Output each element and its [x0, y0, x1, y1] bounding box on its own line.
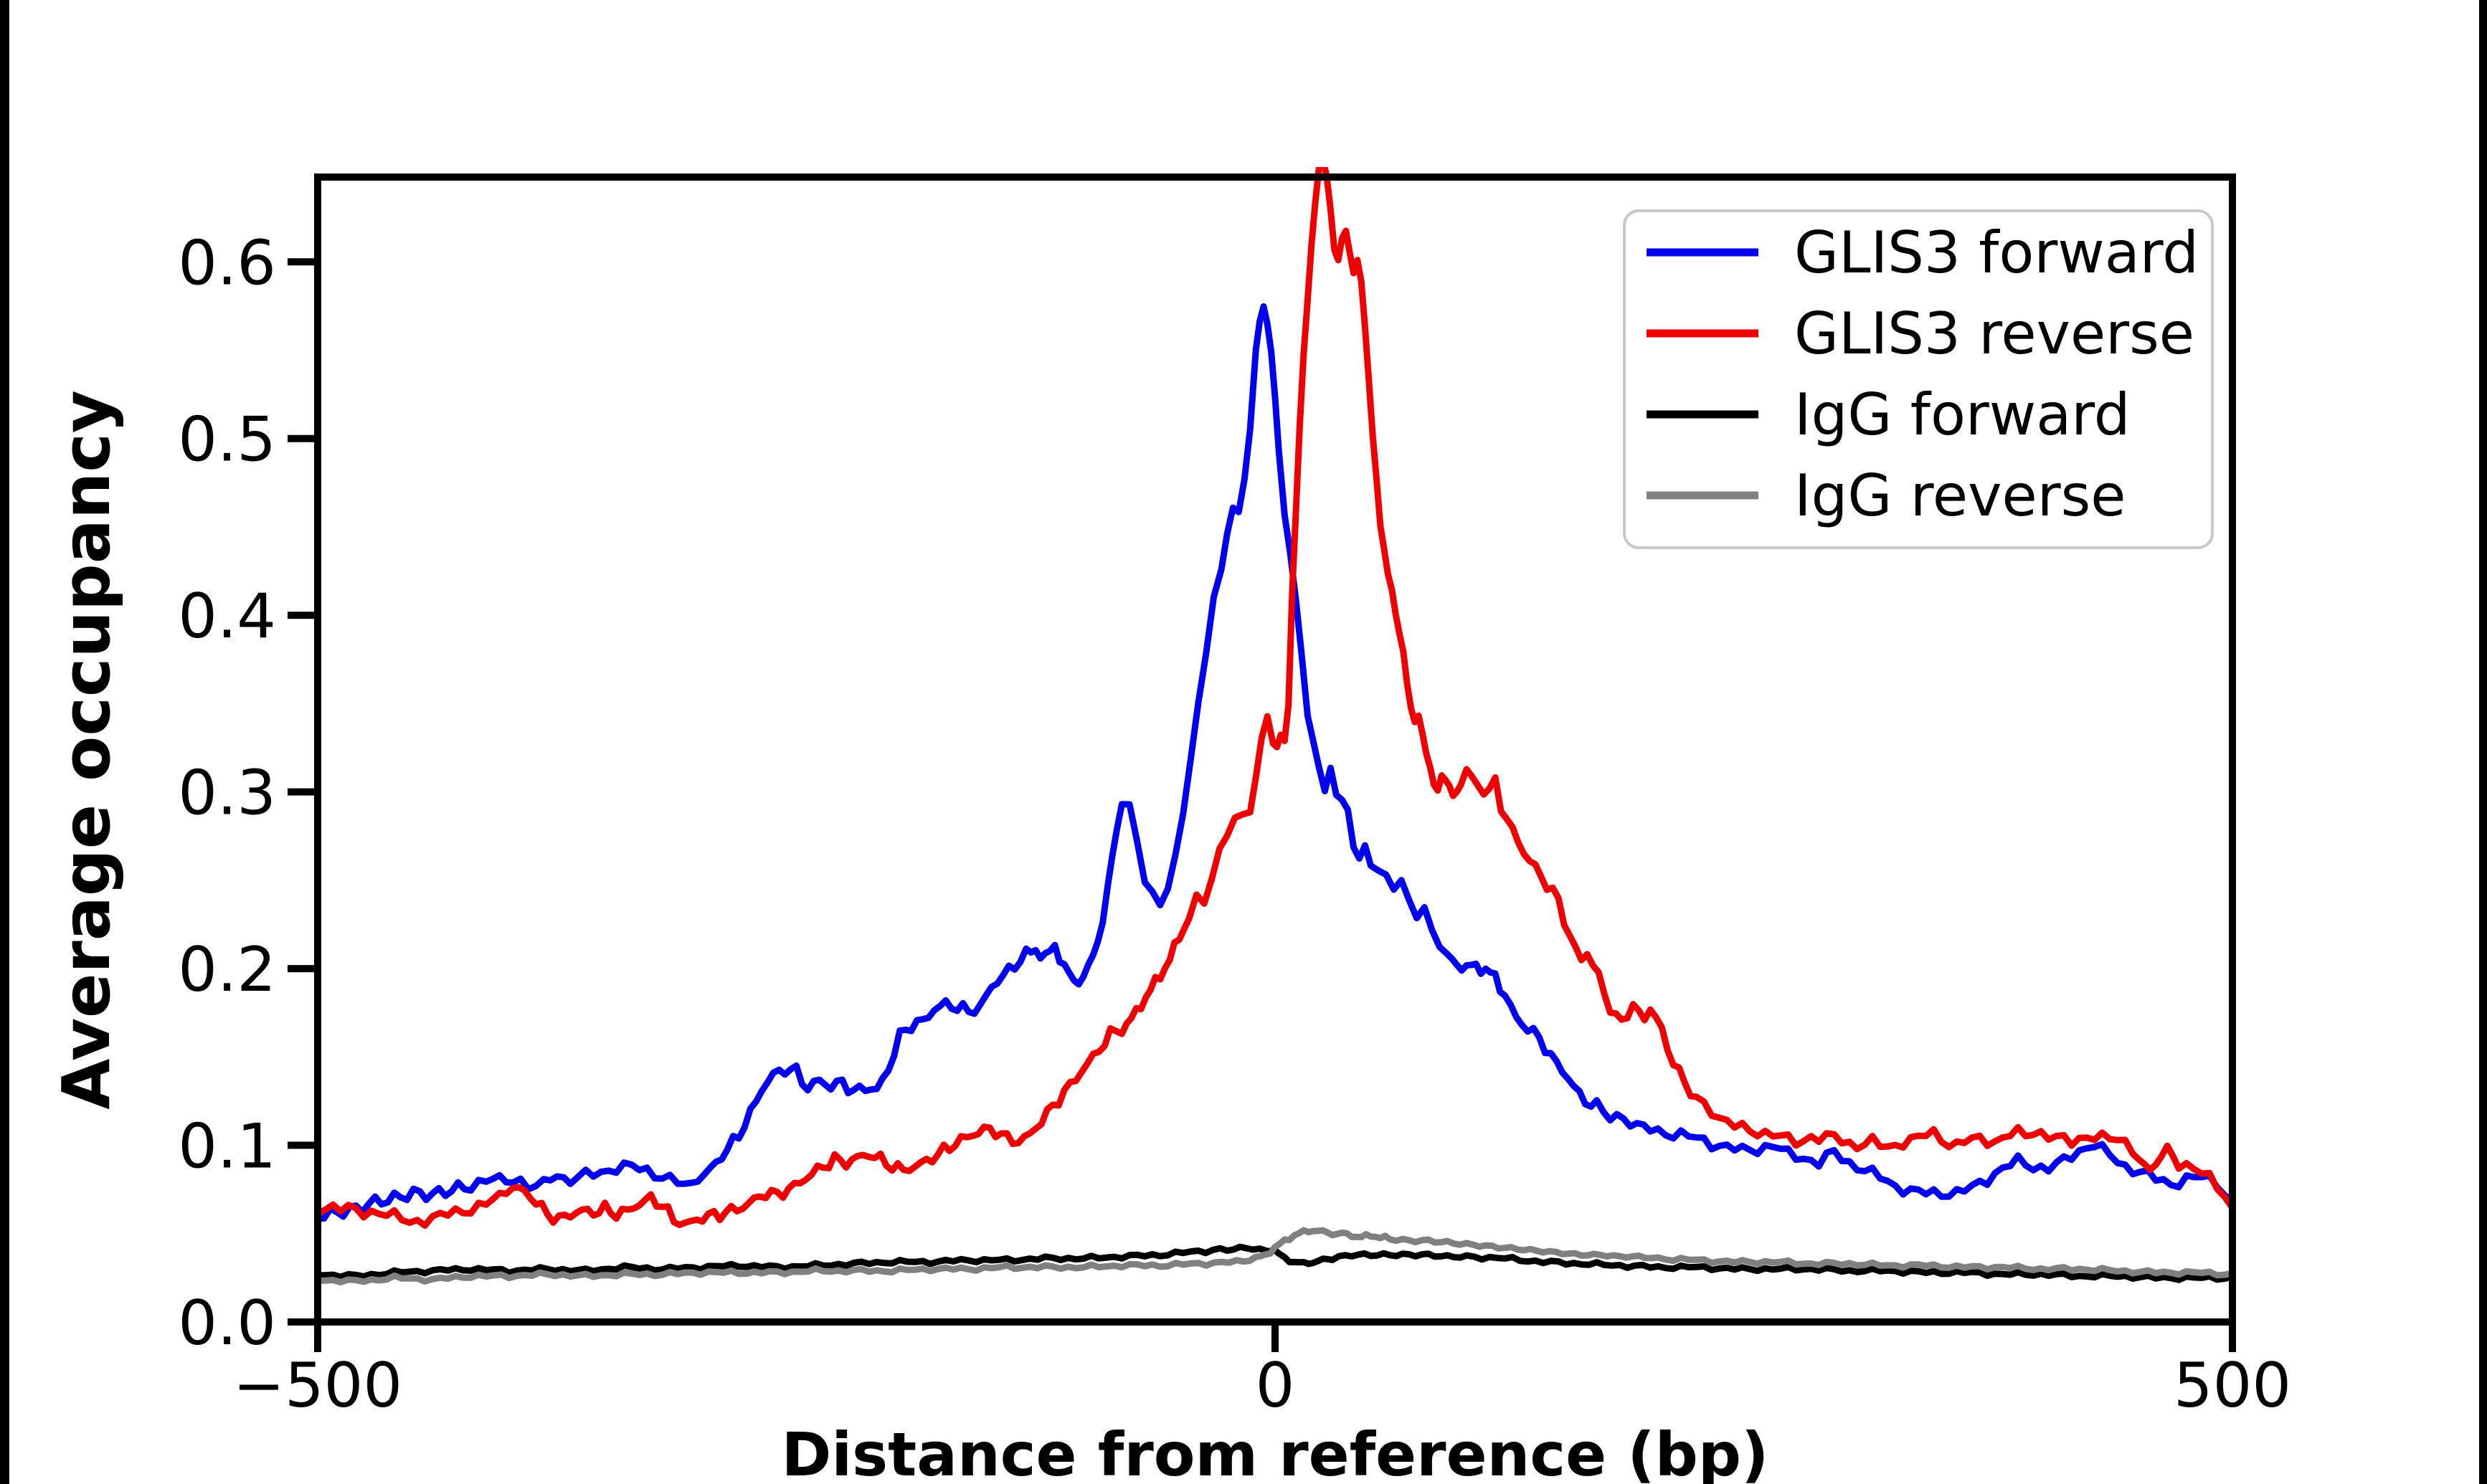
x-tick-label: −500: [233, 1350, 402, 1422]
x-axis-ticks: −500 0 500: [233, 1322, 2291, 1422]
legend-label: IgG forward: [1794, 381, 2131, 448]
y-tick-label: 0.2: [178, 934, 276, 1006]
y-axis-label: Average occupancy: [48, 390, 125, 1110]
x-tick-label: 500: [2174, 1350, 2291, 1422]
y-tick-label: 0.0: [178, 1288, 276, 1359]
legend-label: GLIS3 forward: [1794, 219, 2199, 286]
legend-label: GLIS3 reverse: [1794, 300, 2194, 367]
y-tick-label: 0.6: [178, 227, 276, 299]
y-tick-label: 0.3: [178, 758, 276, 829]
series-line-glis3-reverse: [318, 167, 2232, 1229]
left-edge-bar: [0, 0, 9, 1484]
legend-entries: GLIS3 forward GLIS3 reverse IgG forward IgG…: [1647, 219, 2199, 529]
x-tick-label: 0: [1256, 1350, 1295, 1422]
legend: GLIS3 forward GLIS3 reverse IgG forward IgG…: [1623, 209, 2214, 549]
series-line-igg-forward: [318, 1243, 2232, 1283]
right-edge-bar: [2479, 0, 2487, 1484]
x-axis-label: Distance from reference (bp): [782, 1419, 1769, 1484]
y-tick-label: 0.5: [178, 404, 276, 476]
y-tick-label: 0.1: [178, 1111, 276, 1183]
legend-label: IgG reverse: [1794, 462, 2126, 529]
plot-curves: [318, 167, 2232, 1285]
y-tick-label: 0.4: [178, 581, 276, 652]
legend-box: [1623, 209, 2214, 549]
series-line-igg-reverse: [318, 1227, 2232, 1285]
y-axis-ticks: 0.0 0.1 0.2 0.3 0.4 0.5 0.6: [178, 227, 318, 1359]
series-line-glis3-forward: [318, 303, 2232, 1222]
